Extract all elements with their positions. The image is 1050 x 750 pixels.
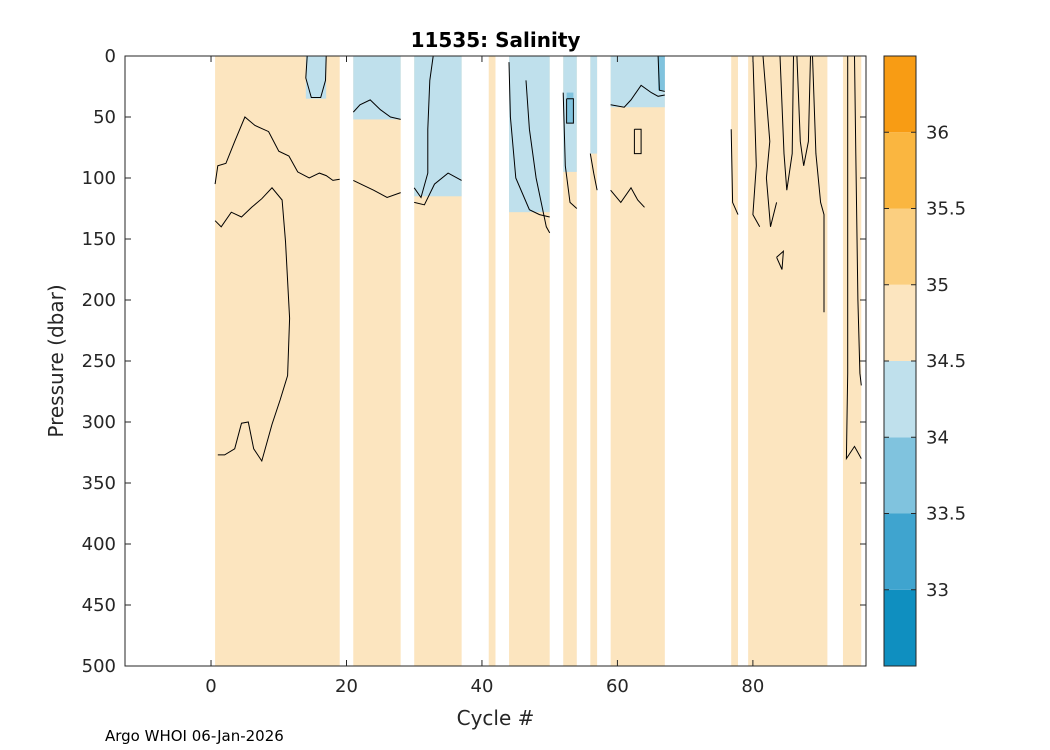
contour-line-4: [353, 179, 401, 199]
fresh-region-5: [590, 56, 598, 154]
y-tick-label-100: 100: [82, 168, 116, 189]
data-segment-6: [590, 56, 598, 666]
x-axis-title: Cycle #: [457, 706, 535, 730]
contour-line-12: [610, 84, 665, 108]
contour-line-20: [796, 55, 811, 166]
contour-line-1: [214, 187, 291, 463]
contour-line-22: [776, 249, 784, 270]
fresh-region-0: [305, 56, 327, 99]
y-tick-label-450: 450: [82, 595, 116, 616]
contour-line-17: [752, 55, 761, 228]
fresh-region-3: [509, 56, 550, 213]
colorbar: 33 33.5 34 34.5 35 35.5 36: [883, 55, 966, 667]
data-segment-0: [215, 56, 340, 666]
contour-line-8: [525, 80, 551, 234]
contour-line-9: [562, 92, 578, 209]
colorbar-level-5: [884, 208, 916, 285]
colorbar-label-35.5: 35.5: [926, 199, 966, 220]
colorbar-label-33.5: 33.5: [926, 504, 966, 525]
colorbar-level-6: [884, 132, 916, 209]
colorbar-label-34.5: 34.5: [926, 351, 966, 372]
contour-line-5: [413, 55, 434, 199]
data-segment-10: [842, 56, 862, 666]
y-tick-label-500: 500: [82, 656, 116, 677]
colorbar-level-7: [884, 56, 916, 133]
y-tick-label-250: 250: [82, 351, 116, 372]
contour-line-13: [610, 186, 645, 208]
contour-line-23: [845, 56, 862, 461]
y-tick-label-400: 400: [82, 534, 116, 555]
contour-line-18: [762, 55, 778, 227]
contour-line-0: [214, 116, 340, 185]
y-tick-label-150: 150: [82, 229, 116, 250]
contour-line-14: [633, 128, 642, 155]
colorbar-level-0: [884, 589, 916, 666]
contour-line-10: [566, 98, 574, 124]
colorbar-level-1: [884, 513, 916, 590]
footer-credit: Argo WHOI 06-Jan-2026: [105, 727, 284, 745]
chart-title: 11535: Salinity: [411, 28, 581, 52]
contour-line-6: [414, 172, 462, 206]
fresh-region-2: [414, 56, 462, 197]
y-tick-label-50: 50: [93, 107, 116, 128]
y-tick-label-300: 300: [82, 412, 116, 433]
contour-line-16: [730, 129, 739, 215]
data-segment-8: [731, 56, 738, 666]
colorbar-label-33: 33: [926, 580, 949, 601]
x-tick-label-60: 60: [606, 676, 629, 697]
colorbar-label-35: 35: [926, 275, 949, 296]
contour-line-24: [854, 55, 862, 386]
x-tick-label-20: 20: [335, 676, 358, 697]
colorbar-label-34: 34: [926, 427, 949, 448]
fresh-region-6: [610, 56, 665, 108]
x-tick-label-80: 80: [741, 676, 764, 697]
data-segment-9: [748, 56, 828, 666]
contour-line-11: [589, 153, 598, 191]
data-segment-7: [610, 56, 665, 666]
colorbar-label-36: 36: [926, 122, 949, 143]
fresh-region-7: [566, 92, 574, 124]
fresh-region-1: [353, 56, 401, 120]
y-tick-label-0: 0: [105, 46, 116, 67]
contour-line-3: [352, 99, 401, 120]
y-axis: 0 50 100 150 200 250 300 350 400 450 500: [82, 46, 866, 677]
contour-line-19: [779, 55, 794, 191]
plot-fill-layer: [215, 56, 862, 666]
data-segment-5: [563, 56, 577, 666]
contour-line-15: [657, 55, 665, 92]
contour-layer: [214, 55, 862, 463]
contour-line-2: [305, 55, 327, 98]
contour-line-7: [508, 62, 550, 218]
data-segment-3: [488, 56, 496, 666]
colorbar-level-3: [884, 361, 916, 438]
y-axis-title: Pressure (dbar): [44, 284, 68, 437]
y-tick-label-200: 200: [82, 290, 116, 311]
x-tick-label-0: 0: [205, 676, 216, 697]
data-segment-1: [353, 56, 401, 666]
colorbar-level-2: [884, 437, 916, 514]
x-tick-label-40: 40: [471, 676, 494, 697]
y-tick-label-350: 350: [82, 473, 116, 494]
colorbar-level-4: [884, 284, 916, 361]
contour-line-21: [812, 55, 825, 313]
fresh-region-8: [658, 56, 665, 91]
x-axis: 0 20 40 60 80: [205, 56, 764, 697]
